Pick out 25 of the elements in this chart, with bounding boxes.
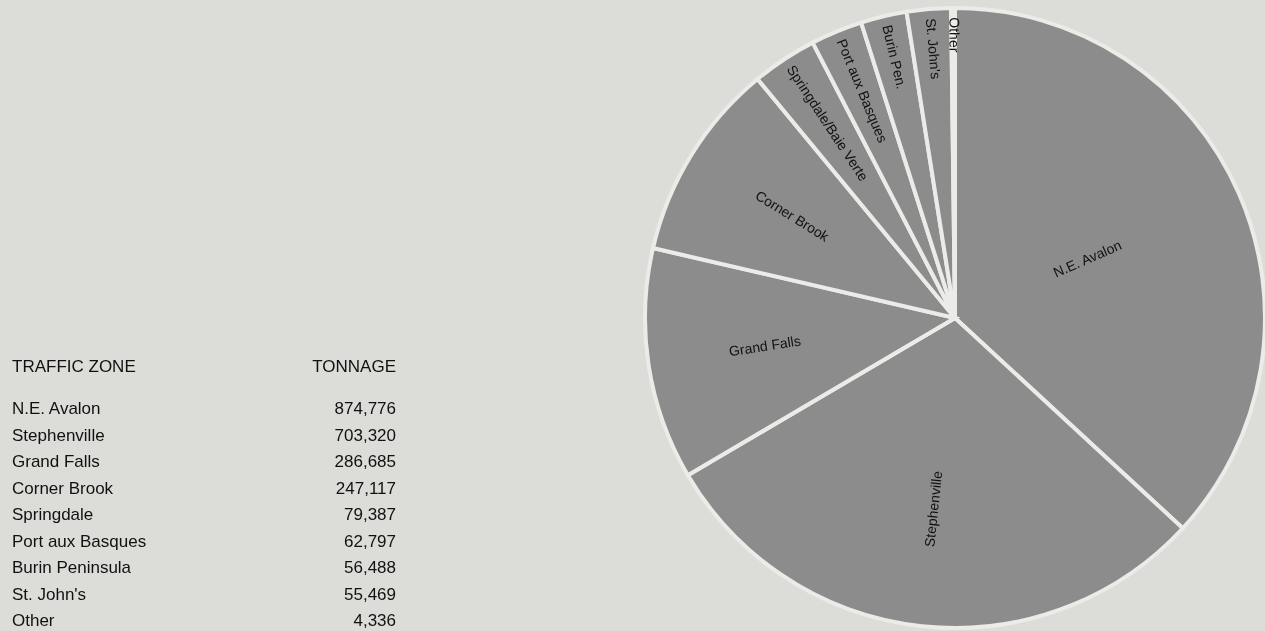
text: Springdale	[12, 505, 94, 525]
text: 247,117	[335, 478, 396, 498]
text: Corner Brook	[12, 478, 114, 498]
text: N.E. Avalon	[12, 399, 101, 419]
text: Burin Peninsula	[12, 558, 132, 578]
text: St. John's	[12, 584, 87, 604]
text: 55,469	[344, 584, 396, 604]
text: 4,336	[353, 611, 396, 631]
text: 286,685	[334, 452, 396, 472]
text: Other	[12, 611, 55, 631]
text: 874,776	[334, 399, 396, 419]
text: Port aux Basques	[12, 531, 147, 551]
slice-label: Stephenville	[921, 469, 946, 548]
slice-label: Grand Falls	[727, 332, 802, 360]
slice-label: St. John's	[922, 17, 944, 80]
text: TRAFFIC ZONE	[12, 357, 136, 377]
text: 79,387	[344, 505, 396, 525]
slice-label: Burin Pen.	[879, 23, 910, 91]
text: Stephenville	[12, 425, 105, 445]
text: 703,320	[334, 425, 396, 445]
text: 62,797	[344, 531, 396, 551]
text: Grand Falls	[12, 452, 100, 472]
slice-label: Other	[946, 17, 963, 53]
text: TONNAGE	[312, 357, 396, 377]
text: 56,488	[344, 558, 396, 578]
